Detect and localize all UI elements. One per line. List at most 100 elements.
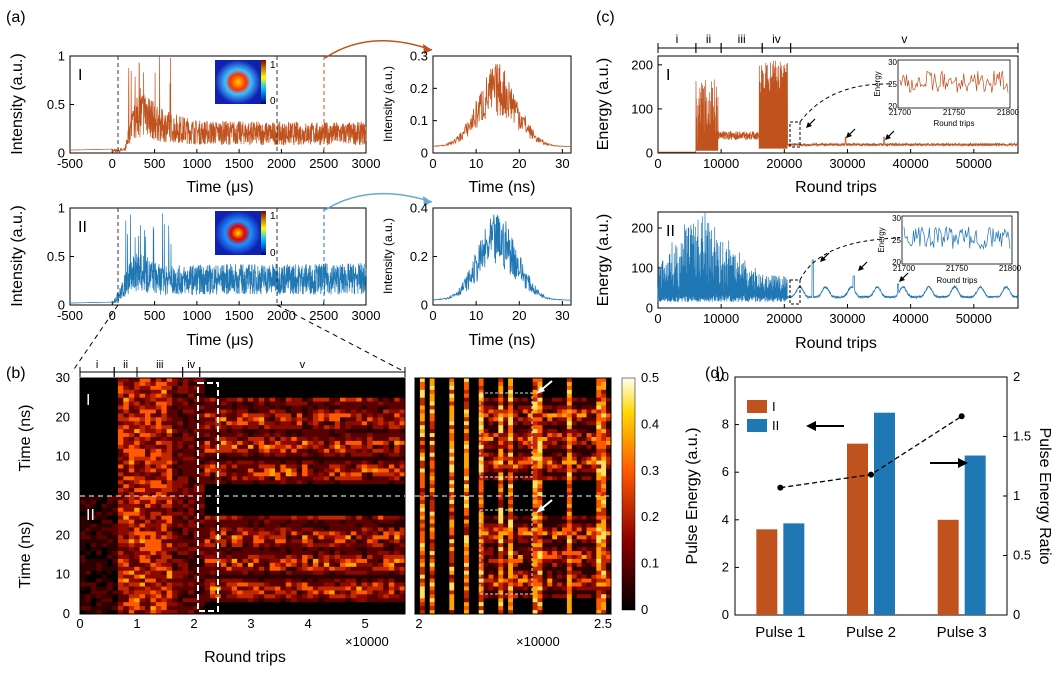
heatmap-cell [350,562,357,568]
heatmap-cell [139,547,146,552]
heatmap-cell [296,543,303,548]
heatmap-cell [85,452,92,458]
heatmap-cell [527,496,534,501]
heatmap-cell [329,476,336,481]
heatmap-cell [258,480,265,485]
heatmap-cell [606,389,612,395]
heatmap-cell [231,527,238,532]
heatmap-cell [107,492,113,497]
heatmap-cell [210,523,216,528]
heatmap-cell [415,405,421,410]
heatmap-cell [220,527,227,532]
heatmap-cell [145,397,151,403]
heatmap-cell [80,606,86,611]
heatmap-cell [150,551,157,556]
heatmap-cell [388,551,395,556]
heatmap-cell [323,468,330,473]
heatmap-cell [90,531,97,536]
heatmap-cell [226,433,233,438]
heatmap-cell [345,570,352,576]
heatmap-cell [449,381,455,387]
heatmap-cell [242,409,249,414]
heatmap-cell [388,519,395,524]
heatmap-cell [275,519,281,524]
heatmap-cell [606,405,612,410]
heatmap-cell [285,499,292,505]
heatmap-cell [285,586,292,591]
heatmap-cell [394,476,401,481]
heatmap-cell [361,547,368,552]
heatmap-cell [334,417,341,422]
heatmap-cell [478,499,485,505]
heatmap-cell [517,444,524,450]
heatmap-cell [231,385,238,391]
heatmap-cell [361,480,368,485]
heatmap-cell [150,389,157,395]
heatmap-cell [513,397,519,403]
heatmap-cell [429,488,436,493]
heatmap-cell [188,558,195,564]
heatmap-cell [145,535,151,540]
heatmap-cell [562,378,568,383]
heatmap-cell [586,499,592,505]
heatmap-cell [275,433,281,438]
x-tick-label: 20 [512,156,526,171]
heatmap-cell [473,440,480,446]
heatmap-cell [280,523,287,528]
heatmap-cell [285,496,292,501]
heatmap-cell [493,389,499,395]
heatmap-cell [237,397,243,403]
heatmap-cell [576,488,583,493]
heatmap-cell [591,409,597,414]
heatmap-cell [242,531,249,536]
heatmap-cell [80,578,86,583]
heatmap-cell [312,606,319,611]
heatmap-cell [242,496,249,501]
x-tick-label: 2000 [267,308,296,323]
heatmap-cell [247,433,254,438]
heatmap-cell [269,610,276,615]
heatmap-cell [532,492,538,497]
heatmap-cell [237,468,243,473]
heatmap-cell [307,570,314,576]
heatmap-cell [394,507,401,513]
heatmap-cell [210,381,216,387]
heatmap-cell [96,397,103,403]
heatmap-cell [269,433,276,438]
heatmap-cell [258,472,265,477]
heatmap-cell [280,570,287,576]
heatmap-cell [150,460,157,465]
heatmap-cell [345,515,352,521]
heatmap-cell [454,440,460,446]
heatmap-cell [329,555,336,560]
heatmap-cell [383,598,390,603]
heatmap-cell [361,515,368,521]
heatmap-cell [193,543,200,548]
heatmap-cell [356,389,363,395]
heatmap-cell [591,496,597,501]
heatmap-cell [231,606,238,611]
heatmap-cell [312,543,319,548]
heatmap-cell [166,594,173,599]
heatmap-cell [210,440,216,446]
heatmap-cell [307,555,314,560]
heatmap-cell [150,566,157,572]
heatmap-cell [296,413,303,418]
heatmap-cell [601,437,607,442]
heatmap-cell [90,555,97,560]
heatmap-cell [182,468,189,473]
heatmap-cell [318,570,325,576]
heatmap-cell [449,456,455,462]
heatmap-cell [269,539,276,544]
heatmap-cell [204,389,211,395]
heatmap-cell [367,543,373,548]
heatmap-cell [586,429,592,434]
heatmap-cell [312,476,319,481]
heatmap-cell [468,492,475,497]
heatmap-cell [367,429,373,434]
heatmap-cell [513,488,519,493]
heatmap-cell [139,444,146,450]
heatmap-cell [90,381,97,387]
heatmap-cell [318,566,325,572]
chart-a-II-zoom: 0 10 20 3000.20.4 Time (ns) Intensity (a.u.… [381,201,572,349]
